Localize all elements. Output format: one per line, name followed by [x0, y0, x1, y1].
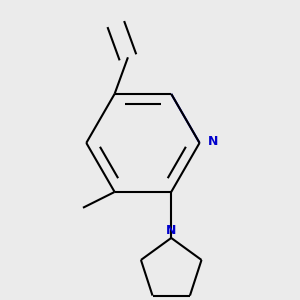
Text: N: N	[208, 135, 218, 148]
Text: N: N	[166, 224, 176, 237]
